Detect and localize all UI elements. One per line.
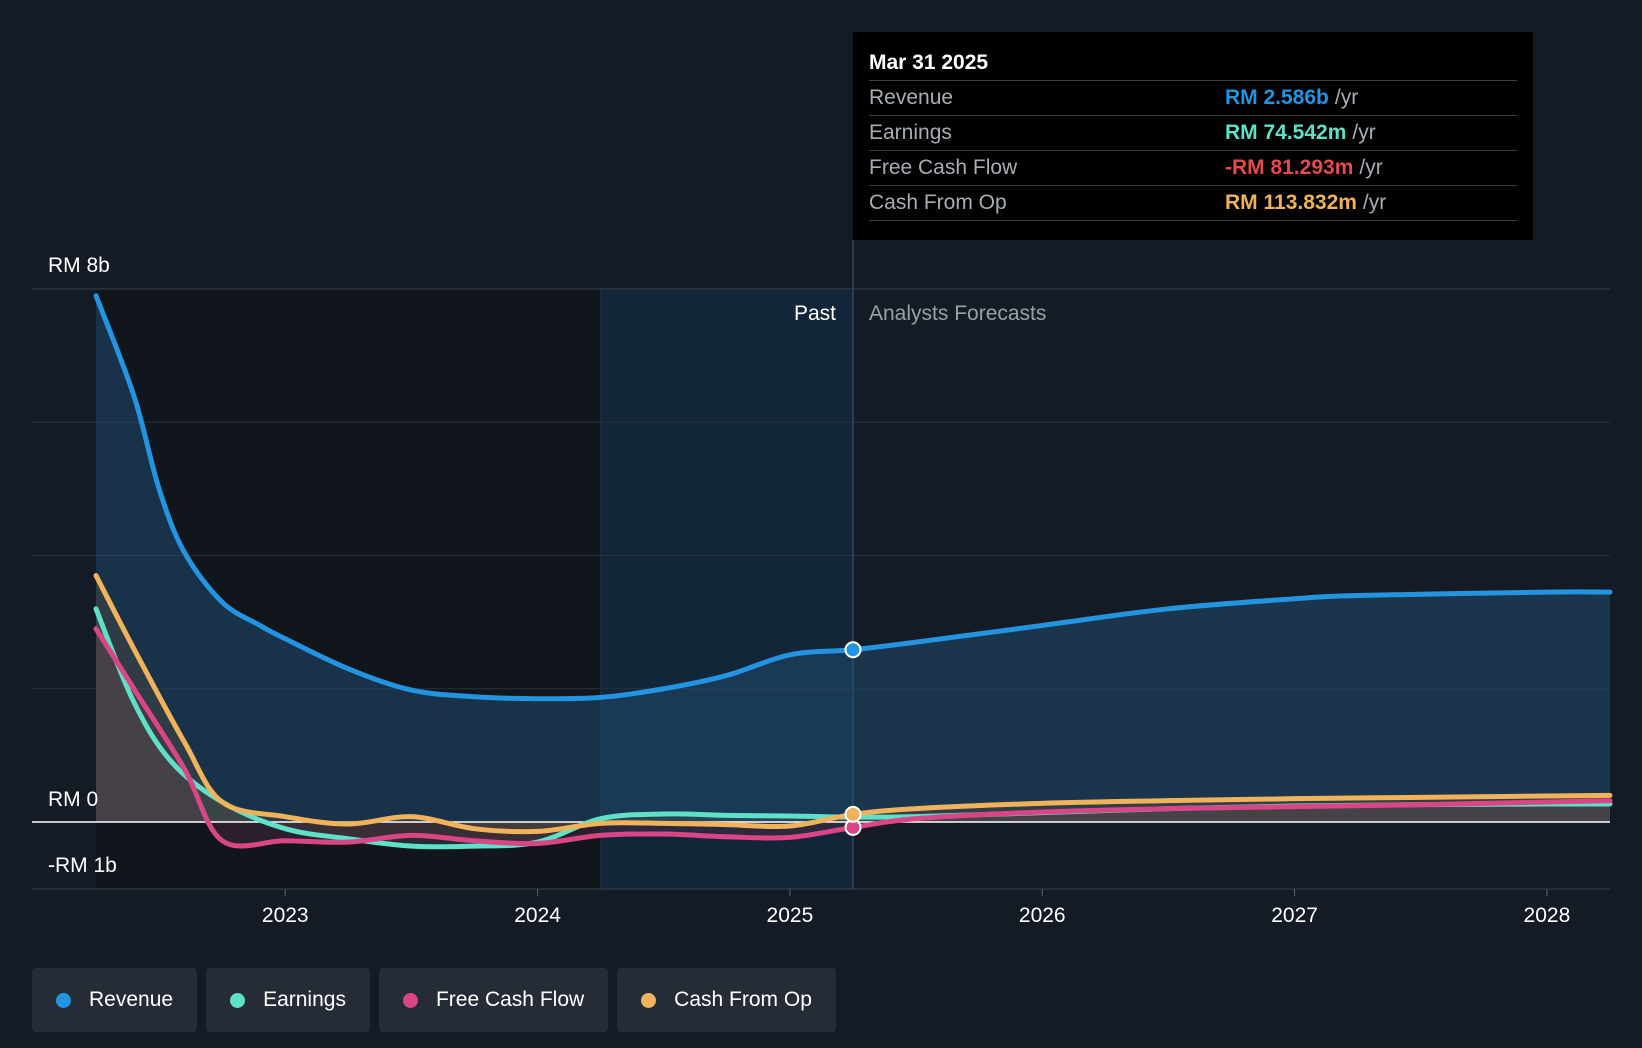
grid-lines: [32, 288, 1610, 890]
tooltip-label: Cash From Op: [869, 191, 1007, 214]
legend-item-earnings[interactable]: Earnings: [206, 968, 370, 1032]
tooltip-unit: /yr: [1359, 156, 1383, 179]
legend: Revenue Earnings Free Cash Flow Cash Fro…: [32, 968, 845, 1032]
revenue-dot-icon: [56, 992, 71, 1008]
y-axis-labels: RM 8b RM 0 -RM 1b: [48, 254, 117, 877]
tooltip: Mar 31 2025 Revenue RM 2.586b /yr Earnin…: [853, 32, 1533, 240]
x-axis-labels: 2023 2024 2025 2026 2027 2028: [262, 889, 1570, 927]
earnings-dot-icon: [230, 992, 246, 1008]
series-lines: [93, 293, 1613, 850]
legend-label: Cash From Op: [674, 988, 812, 1011]
tooltip-label: Free Cash Flow: [869, 156, 1018, 179]
legend-item-free-cash-flow[interactable]: Free Cash Flow: [378, 968, 609, 1032]
y-tick-label: RM 0: [48, 788, 98, 811]
free-cash-flow-area: [96, 628, 1610, 847]
tooltip-value: RM 113.832m: [1225, 191, 1357, 214]
tooltip-label: Revenue: [869, 86, 954, 109]
tooltip-value: RM 2.586b: [1225, 86, 1329, 109]
x-tick-label: 2025: [767, 904, 814, 927]
tooltip-value: RM 74.542m: [1225, 121, 1347, 144]
legend-item-cash-from-op[interactable]: Cash From Op: [617, 968, 836, 1032]
tooltip-unit: /yr: [1352, 121, 1376, 144]
tooltip-value: -RM 81.293m: [1225, 156, 1354, 179]
x-tick-label: 2027: [1271, 904, 1318, 927]
y-tick-label: RM 8b: [48, 254, 110, 277]
revenue-area: [96, 295, 1610, 823]
legend-label: Earnings: [263, 988, 346, 1011]
free-cash-flow-dot-icon: [402, 992, 418, 1008]
cash-from-op-dot-icon: [641, 992, 657, 1008]
tooltip-label: Earnings: [869, 121, 952, 144]
legend-item-revenue[interactable]: Revenue: [32, 968, 198, 1032]
revenue-line: [93, 293, 1613, 702]
x-tick-label: 2026: [1019, 904, 1066, 927]
tooltip-row-revenue: Revenue RM 2.586b /yr: [869, 80, 1517, 115]
x-tick-label: 2024: [514, 904, 561, 927]
forecast-label: Analysts Forecasts: [869, 302, 1046, 325]
tooltip-unit: /yr: [1362, 191, 1387, 214]
x-tick-label: 2023: [262, 904, 309, 927]
tooltip-row-earnings: Earnings RM 74.542m /yr: [869, 115, 1517, 150]
past-label: Past: [794, 302, 836, 325]
cash-from-op-line: [93, 572, 1613, 835]
legend-label: Free Cash Flow: [435, 988, 585, 1011]
cash-from-op-marker: [844, 805, 862, 823]
x-tick-label: 2028: [1524, 904, 1571, 927]
revenue-marker: [844, 641, 862, 659]
tooltip-row-cash-from-op: Cash From Op RM 113.832m /yr: [869, 185, 1517, 221]
legend-label: Revenue: [89, 988, 174, 1011]
tooltip-row-free-cash-flow: Free Cash Flow -RM 81.293m /yr: [869, 150, 1517, 185]
hover-markers: [844, 641, 862, 836]
y-tick-label: -RM 1b: [48, 854, 117, 877]
free-cash-flow-line: [93, 626, 1613, 849]
tooltip-unit: /yr: [1334, 86, 1359, 109]
tooltip-date: Mar 31 2025: [869, 51, 989, 74]
